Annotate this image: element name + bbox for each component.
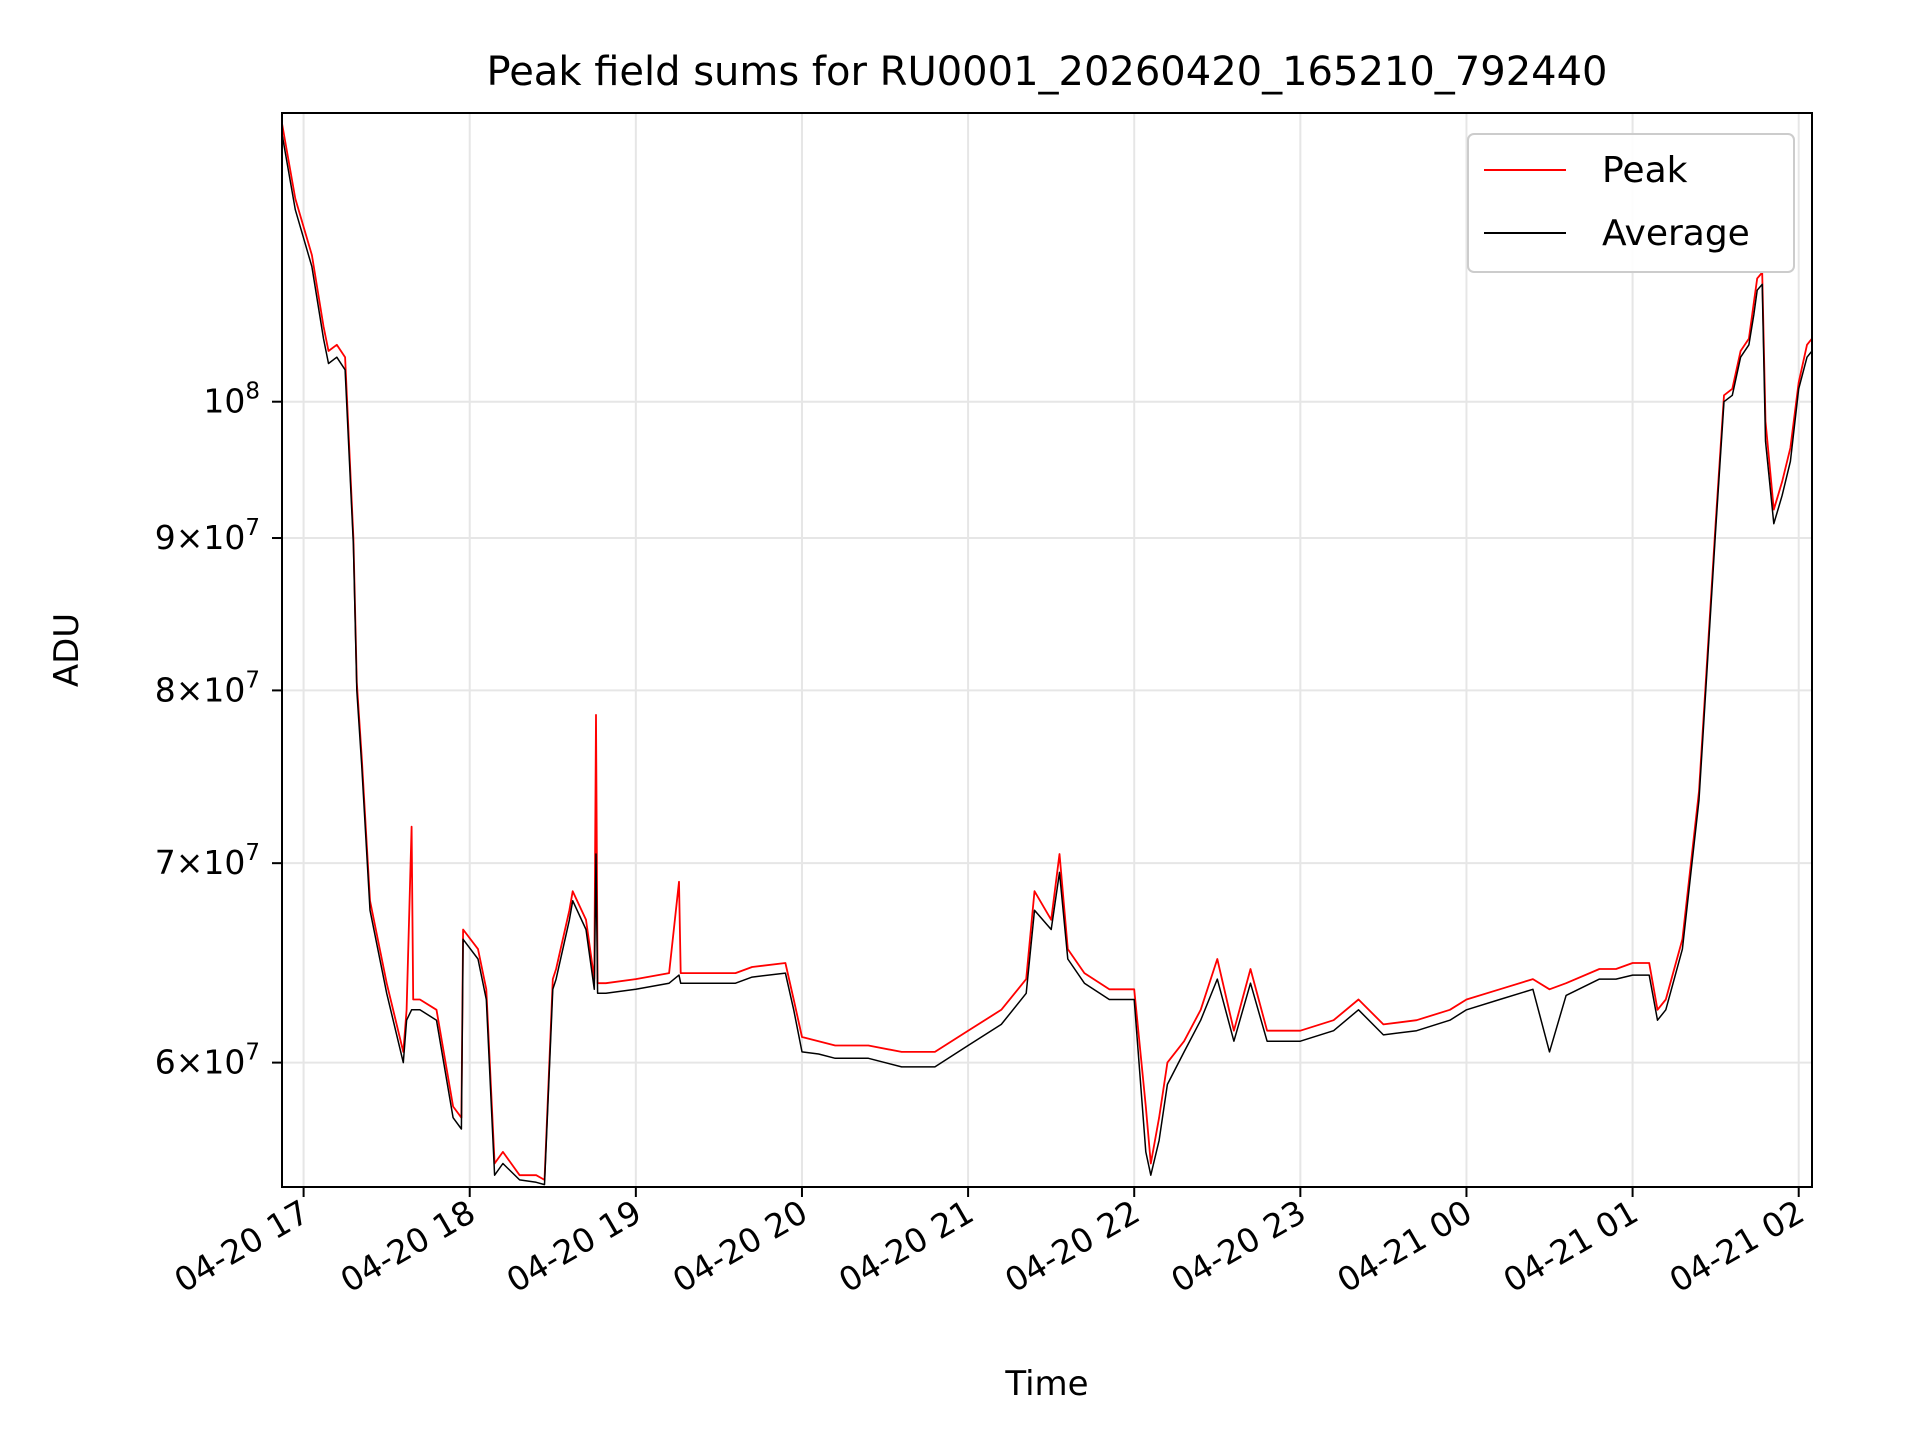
chart-title: Peak field sums for RU0001_20260420_1652… [487, 49, 1608, 95]
plot-area [281, 123, 1813, 1186]
y-tick-exponent: 8 [245, 379, 260, 405]
y-tick-exponent: 7 [245, 515, 260, 541]
legend: Peak Average [1467, 133, 1795, 273]
y-tick-exponent: 7 [245, 840, 260, 866]
y-tick-exponent: 7 [245, 1040, 260, 1066]
plot-frame [281, 112, 1813, 1188]
legend-label-peak: Peak [1602, 150, 1688, 191]
y-tick-label: 7×107 [155, 840, 260, 882]
legend-box [1467, 133, 1795, 273]
legend-label-average: Average [1602, 213, 1750, 254]
y-tick-label: 6×107 [155, 1040, 260, 1082]
series-line-average [281, 133, 1813, 1186]
x-axis-label: Time [1004, 1364, 1088, 1404]
y-tick-label: 108 [203, 379, 260, 421]
y-tick-label: 9×107 [155, 515, 260, 557]
y-tick-exponent: 7 [245, 667, 260, 693]
grid [282, 113, 1812, 1187]
y-tick-label: 8×107 [155, 667, 260, 709]
series-line-peak [281, 123, 1813, 1181]
y-axis: 6×107 7×107 8×107 9×107 108 [155, 379, 282, 1082]
y-axis-label: ADU [47, 613, 87, 687]
